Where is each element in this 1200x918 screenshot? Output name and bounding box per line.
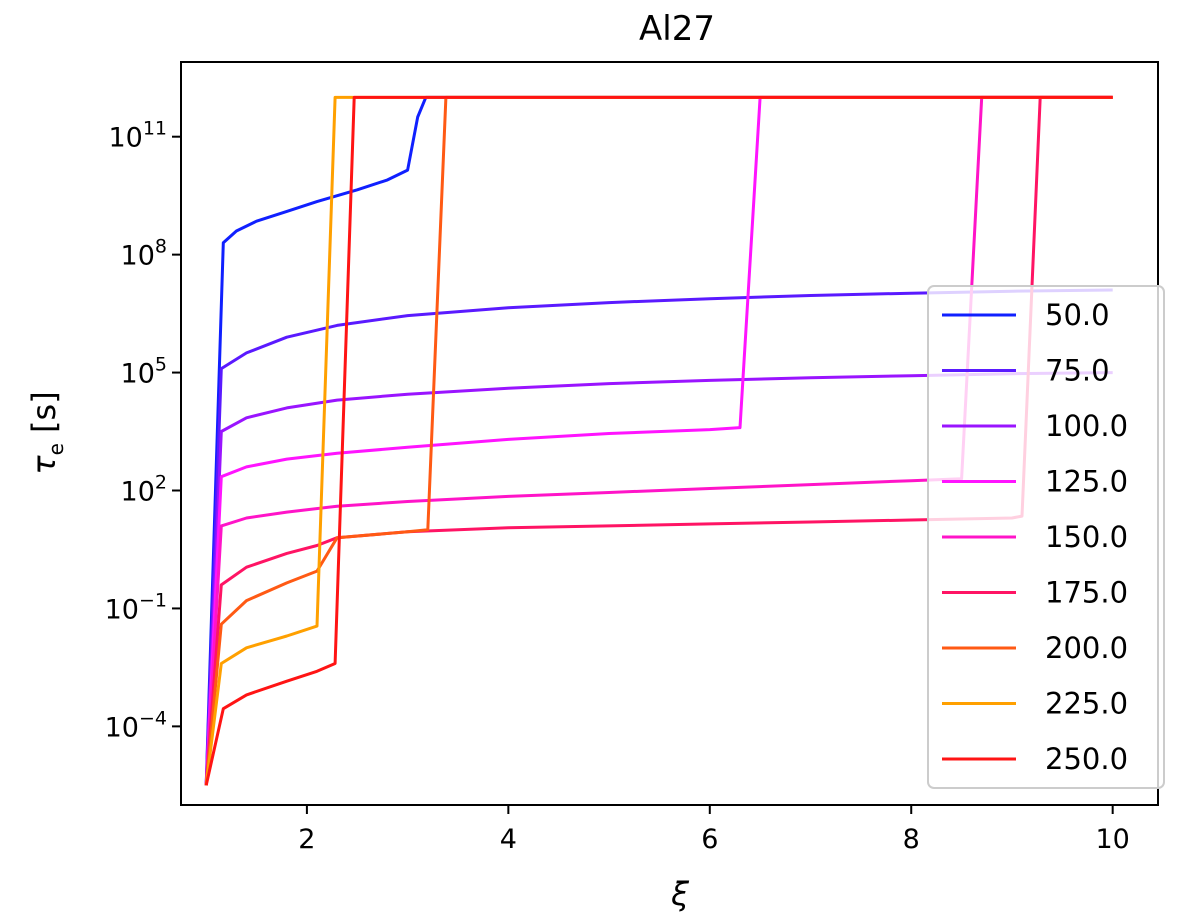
y-tick-label-1: 108 [121,236,167,272]
series-line-8 [204,95,1113,786]
legend-frame [927,285,1165,789]
legend-label-1: 75.0 [1045,354,1110,388]
y-axis-label-unit: [s] [25,391,63,443]
series-line-0 [204,95,1113,786]
y-tick-label-3: 102 [121,472,167,508]
legend-label-2: 100.0 [1045,409,1128,443]
series-line-3 [204,95,1113,786]
y-axis-label-symbol: τ [25,455,63,475]
y-tick-label-4: 10−1 [105,589,167,625]
x-tick-label-4: 10 [1095,824,1129,855]
legend-label-5: 175.0 [1045,576,1128,610]
x-tick-label-2: 6 [701,824,718,855]
chart-title: Al27 [639,9,715,49]
x-tick-label-3: 8 [903,824,920,855]
y-tick-label-2: 105 [121,354,167,390]
x-tick-label-1: 4 [500,824,517,855]
legend-label-8: 250.0 [1045,742,1128,776]
series-line-2 [204,371,1113,786]
x-axis-label: ξ [670,875,690,913]
legend-label-4: 150.0 [1045,520,1128,554]
legend-label-6: 200.0 [1045,631,1128,665]
series-line-1 [204,288,1113,786]
series-line-7 [204,95,1113,786]
y-tick-label-0: 1011 [108,118,167,154]
y-tick-label-5: 10−4 [105,707,167,743]
y-axis: 1011 108 105 102 10−1 10−4 [105,118,181,743]
series-line-6 [204,95,1113,786]
y-axis-label: τe [s] [25,391,68,474]
legend: 50.0 75.0 100.0 125.0 150.0 175.0 200.0 225.0 25… [927,285,1165,789]
x-axis: 2 4 6 8 10 [298,805,1130,855]
legend-label-0: 50.0 [1045,298,1110,332]
x-tick-label-0: 2 [298,824,315,855]
series-layer [204,95,1113,786]
legend-label-3: 125.0 [1045,465,1128,499]
y-axis-label-subscript: e [44,443,68,455]
legend-label-7: 225.0 [1045,687,1128,721]
